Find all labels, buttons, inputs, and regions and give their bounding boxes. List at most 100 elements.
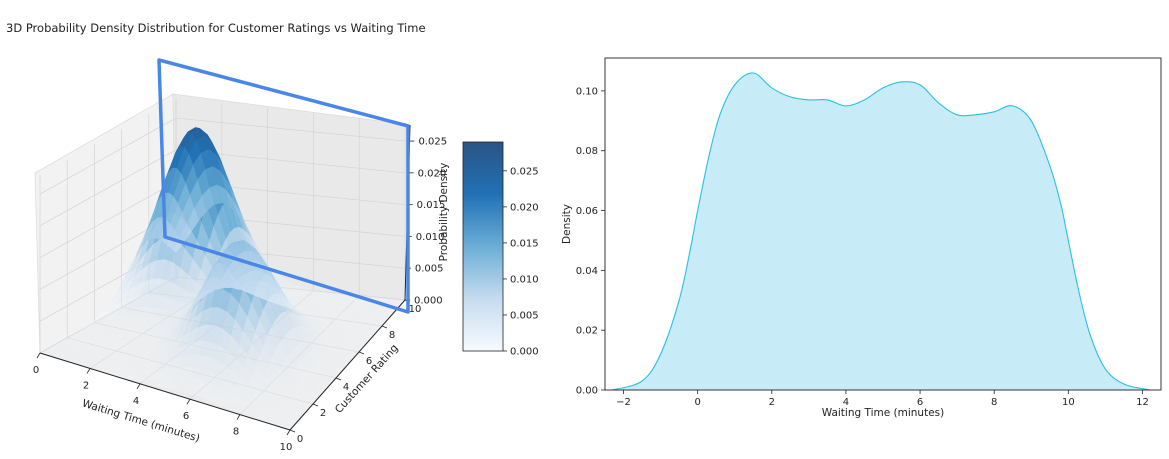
surface-facet xyxy=(198,307,211,328)
surface-facet xyxy=(303,326,316,337)
surface-facet xyxy=(308,378,321,388)
surface-facet xyxy=(308,305,321,310)
surface-facet xyxy=(279,311,292,332)
surface-facet xyxy=(100,335,114,341)
surface-facet xyxy=(156,380,170,388)
surface-facet xyxy=(276,302,289,308)
surface-facet xyxy=(249,268,262,285)
surface-facet xyxy=(288,388,301,398)
surface-facet xyxy=(251,330,264,356)
surface-facet xyxy=(173,366,186,376)
surface-facet xyxy=(181,385,195,395)
surface-facet xyxy=(332,293,344,298)
surface-facet xyxy=(90,365,103,371)
surface-facet xyxy=(94,316,107,322)
surface-facet xyxy=(165,196,178,224)
surface-facet xyxy=(202,356,215,372)
surface-facet xyxy=(153,339,166,349)
surface-facet xyxy=(323,315,336,321)
surface-facet xyxy=(56,355,70,361)
surface-facet xyxy=(204,278,217,290)
surface-facet xyxy=(307,364,320,375)
surface-facet xyxy=(263,300,276,327)
surface-facet xyxy=(343,315,355,321)
surface-facet xyxy=(157,333,171,344)
surface-facet xyxy=(299,316,312,327)
colorbar-tick-label: 0.010 xyxy=(510,274,539,285)
surface-facet xyxy=(173,326,187,344)
surface-facet xyxy=(48,353,62,359)
surface-facet xyxy=(70,347,83,353)
kde-x-tick-label: 12 xyxy=(1136,397,1149,408)
surface-facet xyxy=(264,295,277,303)
colorbar: 0.000 0.005 0.010 0.015 0.020 0.025 xyxy=(462,141,539,358)
surface-facet xyxy=(255,319,268,346)
surface-facet xyxy=(170,203,183,230)
surface-facet xyxy=(279,336,292,356)
surface-facet xyxy=(126,250,139,275)
surface-facet xyxy=(147,307,160,319)
surface-facet xyxy=(206,371,219,386)
surface-facet xyxy=(185,376,199,388)
surface-facet xyxy=(152,259,165,279)
surface-facet xyxy=(57,347,71,353)
surface-facet xyxy=(301,288,314,294)
surface-facet xyxy=(265,291,278,300)
surface-facet xyxy=(269,290,282,298)
surface-facet xyxy=(331,354,344,362)
surface-facet xyxy=(147,278,161,295)
surface-facet xyxy=(252,289,265,296)
surface-facet xyxy=(324,292,337,297)
surface-facet xyxy=(198,340,211,357)
surface-facet xyxy=(311,360,324,370)
surface-facet xyxy=(255,382,269,396)
surface-facet xyxy=(161,358,174,368)
surface-facet xyxy=(135,294,148,308)
surface-facet xyxy=(259,255,271,271)
surface-facet xyxy=(183,301,196,311)
surface-facet xyxy=(294,286,306,292)
surface-facet xyxy=(385,298,398,304)
surface-facet xyxy=(287,328,300,346)
surface-facet xyxy=(274,278,287,287)
surface-facet xyxy=(354,341,367,348)
surface-facet xyxy=(194,354,207,369)
surface-facet xyxy=(248,411,261,420)
surface-facet xyxy=(98,359,112,365)
surface-facet xyxy=(88,328,102,334)
surface-facet xyxy=(129,248,142,275)
surface-facet xyxy=(173,344,186,359)
surface-facet xyxy=(181,366,195,377)
surface-facet xyxy=(232,198,245,226)
surface-facet xyxy=(304,383,317,392)
surface-facet xyxy=(350,335,363,342)
surface-facet xyxy=(343,343,355,350)
surface-facet xyxy=(347,303,359,309)
surface-facet xyxy=(222,311,236,336)
surface-facet xyxy=(238,227,251,251)
surface-facet xyxy=(208,289,221,294)
surface-facet xyxy=(179,289,193,303)
surface-facet xyxy=(146,326,159,333)
surface-facet xyxy=(288,304,300,313)
surface-facet xyxy=(243,316,256,344)
kde-x-ticks: −2 0 2 4 6 8 10 12 xyxy=(616,390,1149,408)
surface-facet xyxy=(282,284,294,292)
surface-facet xyxy=(323,350,336,359)
surface-facet xyxy=(300,400,313,408)
surface-facet xyxy=(137,234,150,264)
surface-facet xyxy=(292,366,304,379)
kde-line xyxy=(612,72,1151,391)
surface-facet xyxy=(137,337,151,342)
surface-facet xyxy=(74,344,88,350)
surface-facet xyxy=(227,370,240,387)
surface-facet xyxy=(148,355,162,363)
surface-facet xyxy=(273,288,286,296)
surface-facet xyxy=(231,386,244,399)
colorbar-tick-label: 0.025 xyxy=(510,166,539,177)
surface-facet xyxy=(291,312,304,327)
surface-facet xyxy=(296,392,309,401)
surface-facet xyxy=(199,128,212,142)
surface-facet xyxy=(177,355,190,367)
surface-facet xyxy=(250,250,263,269)
